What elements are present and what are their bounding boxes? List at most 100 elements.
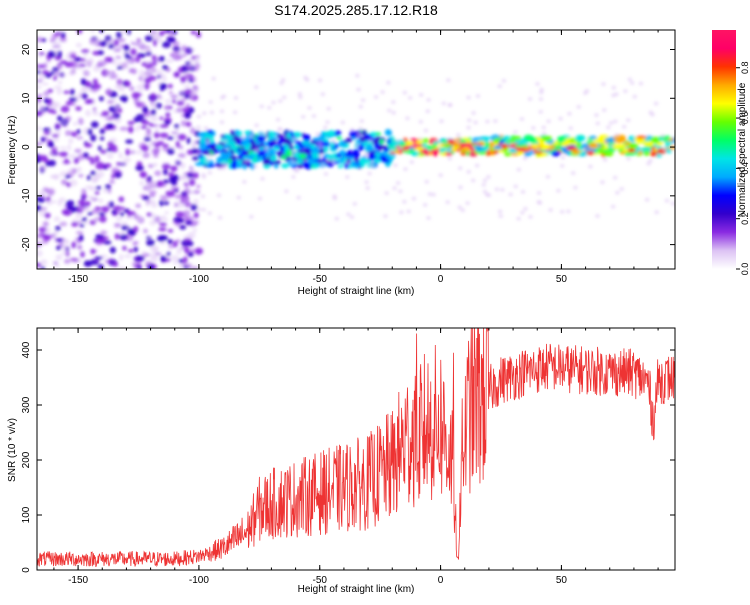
spectrogram-cell	[649, 150, 658, 157]
spectrogram-cell	[211, 145, 217, 153]
spectrogram-cell	[75, 211, 83, 219]
spectrogram-cell	[161, 163, 171, 170]
spectrogram-cell	[49, 38, 56, 43]
spectrogram-cell	[236, 195, 241, 200]
snr-x-axis: -150 -100 -50 0 50	[53, 328, 659, 586]
colorbar-tick-label: 0.2	[740, 212, 750, 225]
spectrogram-cell	[37, 204, 42, 212]
spectrogram-cell	[527, 97, 533, 101]
spectrogram-cell	[143, 228, 148, 234]
spectrogram-cell	[575, 135, 586, 142]
spectrogram-cell	[81, 217, 87, 222]
spectrogram-cell	[224, 143, 228, 149]
spectrogram-cell	[405, 141, 414, 146]
spectrogram-cell	[54, 49, 59, 55]
spectrogram-cell	[569, 138, 576, 143]
spectrogram-cell	[303, 75, 308, 80]
spectrogram-cell	[170, 165, 178, 172]
spectrogram-cell	[613, 119, 618, 124]
spectrogram-cell	[183, 181, 189, 186]
spectrogram-cell	[84, 81, 92, 88]
spectrogram-cell	[136, 102, 141, 108]
spectrogram-cell	[608, 121, 614, 125]
spectrogram-cell	[177, 133, 187, 141]
spectrogram-cell	[134, 42, 140, 46]
spectrogram-cell	[221, 94, 227, 99]
spectrogram-cell	[352, 202, 357, 206]
spectrogram-cell	[185, 121, 192, 127]
spectrogram-cell	[353, 157, 360, 162]
snr-x-tick-label: 50	[556, 575, 568, 586]
spectrogram-cell	[402, 90, 408, 95]
spectrogram-cell	[335, 153, 341, 158]
spectrogram-cell	[486, 175, 491, 179]
spectrogram-cell	[50, 200, 57, 204]
spectrogram-cell	[207, 211, 213, 215]
spectrogram-cell	[497, 209, 503, 214]
spectrogram-cell	[282, 95, 287, 100]
spectrogram-cell	[443, 144, 452, 149]
spectrogram-cell	[83, 152, 89, 158]
spectrogram-cell	[560, 155, 566, 160]
spectrogram-cell	[273, 163, 279, 169]
spectrogram-cell	[65, 240, 70, 245]
spectrogram-cell	[104, 69, 112, 76]
spectrogram-cell	[166, 36, 172, 41]
spectrogram-cell	[172, 46, 181, 52]
spectrogram-cell	[166, 136, 175, 140]
spectrogram-cell	[127, 120, 135, 125]
spectrogram-cell	[181, 45, 188, 53]
spectrogram-cell	[216, 193, 222, 198]
spectrogram-cell	[531, 143, 540, 149]
spectrogram-cell	[616, 144, 627, 149]
spectrogram-cell	[365, 144, 374, 152]
spectrogram-cell	[43, 131, 51, 135]
spectrogram-cell	[90, 134, 97, 142]
spectrogram-cell	[170, 37, 176, 43]
spectrogram-cell	[53, 85, 62, 90]
spectrogram-cell	[457, 166, 463, 170]
spectrogram-cell	[68, 179, 78, 187]
spectrogram-cell	[277, 151, 283, 157]
spectrogram-cell	[53, 136, 59, 143]
spectrogram-cell	[457, 205, 462, 210]
spectrogram-cell	[40, 136, 46, 143]
spectrogram-cell	[662, 148, 667, 152]
spectrogram-cell	[96, 238, 105, 244]
spectrogram-cell	[232, 110, 238, 115]
spectrogram-cell	[104, 56, 109, 64]
spectrogram-cell	[115, 170, 123, 175]
spectrogram-cell	[159, 116, 164, 120]
spectrogram-cell	[151, 202, 158, 208]
spectrogram-cell	[59, 36, 67, 43]
spectrogram-cell	[664, 148, 672, 154]
spectrogram-cell	[623, 89, 628, 93]
spectrogram-cell	[174, 158, 181, 165]
spectrogram-y-axis: -20 -10 0 10 20	[21, 44, 675, 252]
snr-x-tick-label: 0	[438, 575, 444, 586]
spectrogram-x-tick-label: -50	[313, 274, 328, 285]
spectrogram-cell	[320, 163, 326, 167]
spectrogram-cell	[447, 156, 453, 161]
spectrogram-cell	[198, 154, 204, 159]
spectrogram-cell	[125, 234, 134, 242]
spectrogram-cell	[118, 253, 124, 262]
spectrogram-cell	[135, 165, 144, 171]
spectrogram-cell	[241, 138, 249, 146]
spectrogram-cell	[323, 125, 328, 130]
spectrogram-cell	[202, 111, 207, 116]
spectrogram-cell	[104, 184, 111, 190]
spectrogram-cell	[639, 138, 646, 143]
spectrogram-cell	[78, 173, 84, 178]
spectrogram-cell	[116, 162, 121, 166]
spectrogram-cell	[244, 150, 250, 156]
spectrogram-cell	[293, 131, 302, 138]
spectrogram-cell	[166, 251, 171, 257]
spectrogram-cell	[88, 186, 98, 192]
spectrogram-cell	[69, 54, 77, 59]
spectrogram-cell	[345, 175, 350, 179]
spectrogram-cell	[172, 220, 179, 225]
spectrogram-cell	[235, 164, 244, 168]
spectrogram-cell	[520, 210, 525, 215]
spectrogram-cell	[474, 141, 480, 145]
